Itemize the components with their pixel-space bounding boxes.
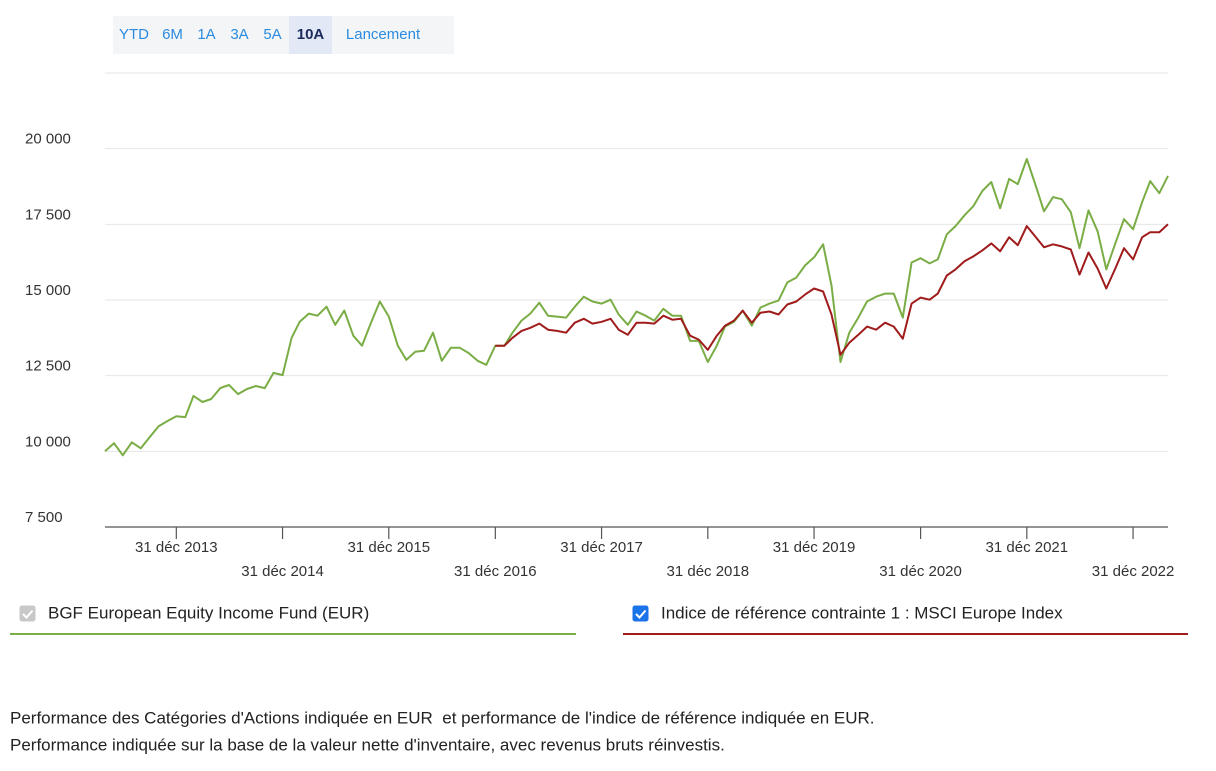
range-button-label[interactable]: 5A — [263, 26, 281, 43]
range-button[interactable] — [113, 16, 155, 54]
legend-label[interactable]: Indice de référence contrainte 1 : MSCI … — [661, 603, 1063, 622]
y-tick-label: 7 500 — [25, 509, 63, 526]
range-button-label[interactable]: Lancement — [346, 26, 421, 43]
range-button[interactable] — [256, 16, 289, 54]
range-button[interactable] — [190, 16, 223, 54]
range-button[interactable] — [223, 16, 256, 54]
series-line — [495, 223, 1169, 356]
x-tick-label: 31 déc 2020 — [879, 563, 962, 580]
legend-label[interactable]: BGF European Equity Income Fund (EUR) — [48, 603, 369, 622]
legend-checkbox[interactable] — [632, 605, 649, 622]
y-tick-label: 20 000 — [25, 131, 71, 148]
x-tick-label: 31 déc 2014 — [241, 563, 324, 580]
y-tick-label: 12 500 — [25, 358, 71, 375]
y-tick-label: 15 000 — [25, 282, 71, 299]
y-tick-label: 10 000 — [25, 433, 71, 450]
note: Performance des Catégories d'Actions ind… — [10, 708, 875, 727]
x-tick-label: 31 déc 2016 — [454, 563, 537, 580]
range-button-label[interactable]: 6M — [162, 26, 183, 43]
y-tick-label: 17 500 — [25, 206, 71, 223]
checkmark — [635, 609, 647, 619]
range-button[interactable] — [332, 16, 434, 54]
range-button-label[interactable]: 10A — [297, 26, 325, 43]
x-tick-label: 31 déc 2017 — [560, 539, 643, 556]
x-tick-label: 31 déc 2019 — [773, 539, 856, 556]
x-tick-label: 31 déc 2018 — [667, 563, 750, 580]
x-tick-label: 31 déc 2022 — [1092, 563, 1175, 580]
range-button-label[interactable]: 1A — [197, 26, 215, 43]
legend-checkbox[interactable] — [19, 605, 36, 622]
checkmark — [22, 609, 34, 619]
range-button[interactable] — [289, 16, 332, 54]
x-tick-label: 31 déc 2021 — [986, 539, 1069, 556]
note: Performance indiquée sur la base de la v… — [10, 735, 725, 754]
x-tick-label: 31 déc 2015 — [348, 539, 431, 556]
series-line — [104, 158, 1169, 457]
range-button-label[interactable]: 3A — [230, 26, 248, 43]
range-button-label[interactable]: YTD — [119, 26, 149, 43]
x-tick-label: 31 déc 2013 — [135, 539, 218, 556]
range-button[interactable] — [155, 16, 190, 54]
